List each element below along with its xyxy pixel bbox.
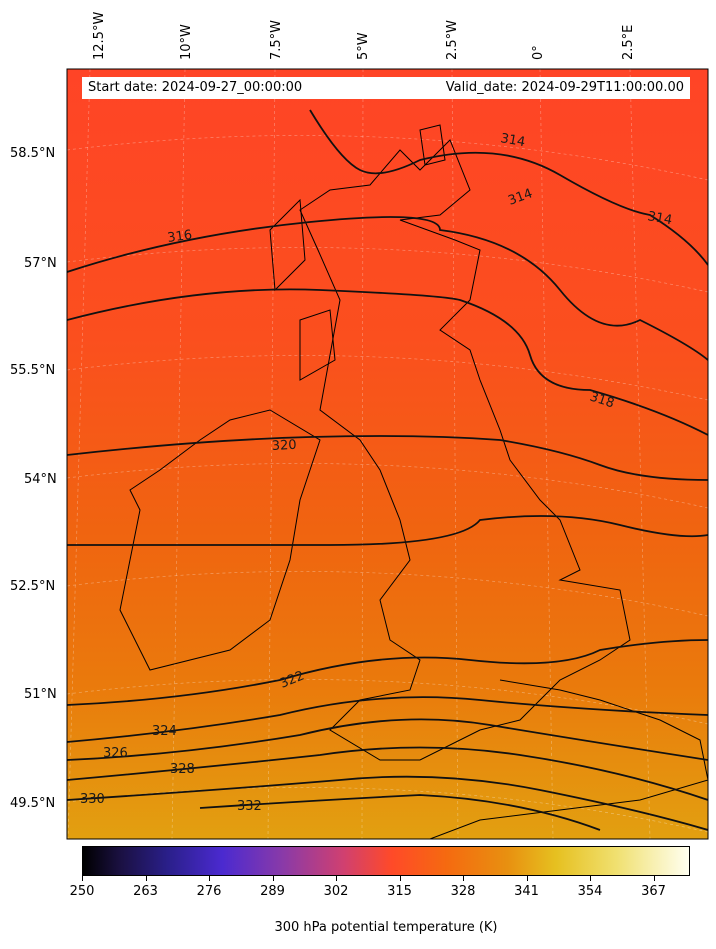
lon-label: 7.5°W [269,19,284,60]
contour-label: 314 [499,131,526,150]
start-date: Start date: 2024-09-27_00:00:00 [88,80,303,95]
valid-date: Valid_date: 2024-09-29T11:00:00.00 [445,80,684,95]
colorbar-tick-label: 367 [641,884,666,899]
map-frame [66,68,709,840]
lon-label: 12.5°W [92,11,107,60]
colorbar-tick [272,876,274,881]
contour-326 [67,718,708,761]
contour-321 [67,515,708,546]
contour-label: 328 [170,762,195,777]
contour-320 [67,435,708,481]
contour-label: 320 [271,438,297,454]
colorbar-tick-label: 289 [260,884,285,899]
coastlines [119,124,708,839]
colorbar-tick [399,876,401,881]
lat-label: 51°N [24,687,57,702]
colorbar-tick-label: 354 [577,884,603,899]
lat-label: 55.5°N [10,363,56,378]
colorbar-tick [336,876,337,881]
colorbar-tick-label: 263 [133,884,158,899]
contour-label: 330 [80,792,105,807]
lat-label: 58.5°N [10,146,56,161]
contour-316 [67,216,708,361]
lon-label: 10°W [179,24,194,60]
colorbar-tick [590,876,591,881]
lat-label: 52.5°N [10,579,56,594]
contour-324 [67,696,708,743]
lon-label: 2.5°W [445,19,460,60]
colorbar-tick-label: 276 [196,884,222,899]
colorbar [82,846,690,876]
gridlines [67,69,708,839]
lat-label: 57°N [24,256,57,271]
colorbar-tick [145,876,147,881]
contour-318 [67,288,708,436]
contour-330 [67,775,708,831]
contour-label: 326 [103,746,128,761]
contour-label: 316 [166,228,193,246]
lon-label: 0° [531,45,546,60]
colorbar-tick [526,876,528,881]
colorbar-tick-label: 328 [450,884,476,899]
contour-322 [67,639,708,706]
lat-label: 49.5°N [10,796,56,811]
contour-328 [67,746,708,801]
colorbar-tick [463,876,464,881]
colorbar-tick-label: 315 [387,884,412,899]
colorbar-tick [653,876,655,881]
contour-label: 332 [237,799,262,814]
contour-label: 318 [588,390,616,412]
contour-label: 314 [646,209,673,228]
contour-332 [199,794,601,831]
colorbar-tick-label: 341 [514,884,539,899]
colorbar-tick [209,876,210,881]
lat-label: 54°N [24,472,57,487]
contour-label: 324 [152,724,177,739]
colorbar-tick [82,876,83,881]
colorbar-tick-label: 250 [69,884,95,899]
lon-label: 2.5°E [621,24,636,60]
colorbar-title: 300 hPa potential temperature (K) [274,920,498,935]
date-box: Start date: 2024-09-27_00:00:00 Valid_da… [82,77,690,99]
contour-314 [309,109,708,266]
lon-label: 5°W [356,32,371,60]
contours [67,109,708,831]
colorbar-tick-label: 302 [323,884,349,899]
